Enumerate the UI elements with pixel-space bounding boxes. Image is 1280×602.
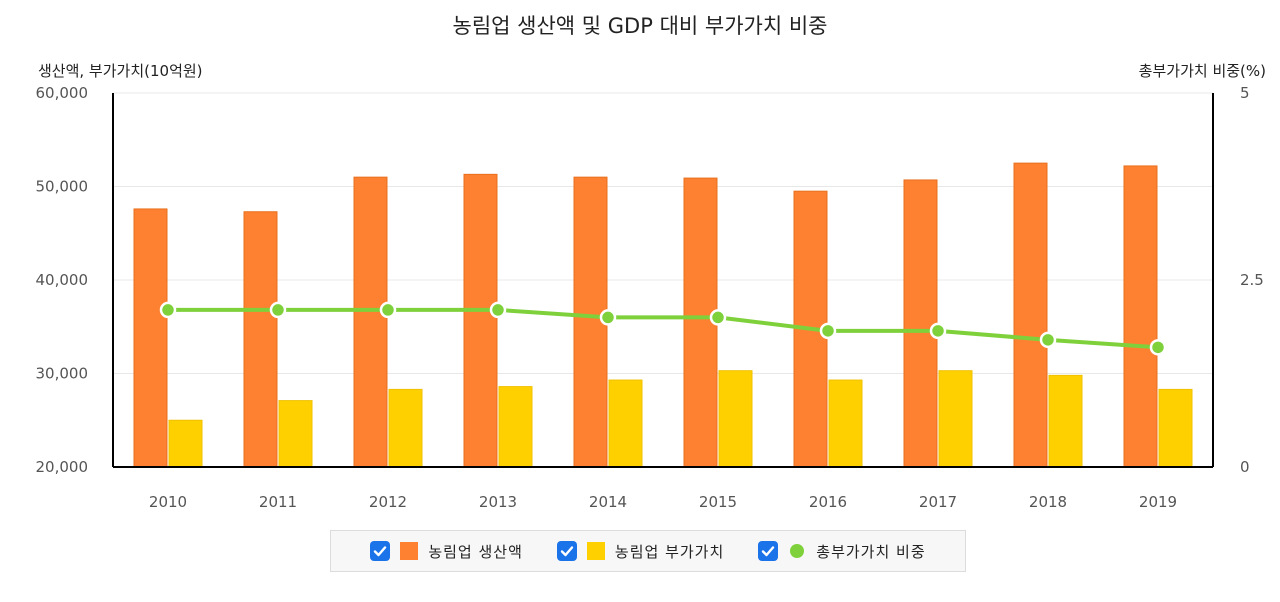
legend-label: 총부가가치 비중: [816, 542, 926, 561]
point-share: [819, 322, 837, 340]
y-left-tick-label: 20,000: [36, 458, 89, 476]
y-left-tick-label: 40,000: [36, 271, 89, 289]
x-tick-label: 2010: [149, 493, 187, 511]
point-share: [1149, 339, 1167, 356]
bar-production: [1013, 162, 1048, 468]
legend-label: 농림업 생산액: [428, 542, 523, 561]
point-share: [269, 301, 287, 319]
y-right-tick-label: 2.5: [1240, 271, 1264, 289]
x-tick-label: 2011: [259, 493, 297, 511]
bar-production: [463, 173, 498, 468]
line-share: [168, 307, 1159, 350]
y-left-tick-label: 50,000: [36, 178, 89, 196]
point-share: [379, 301, 397, 319]
point-share: [489, 301, 507, 319]
point-share: [929, 322, 947, 340]
bar-value-added: [938, 370, 973, 468]
legend-swatch-production: [400, 542, 419, 560]
bar-production: [1123, 165, 1158, 468]
bar-value-added: [608, 379, 643, 468]
bar-value-added: [828, 379, 863, 468]
bar-value-added: [1158, 388, 1193, 468]
legend-item-share[interactable]: 총부가가치 비중: [758, 541, 925, 562]
y-axis-left-title: 생산액, 부가가치(10억원): [38, 62, 203, 80]
y-left-tick-label: 30,000: [36, 365, 89, 383]
bar-value-added: [388, 388, 423, 468]
point-share: [1039, 331, 1057, 349]
y-right-tick-label: 0: [1240, 458, 1250, 476]
bar-series: [133, 162, 1193, 468]
chart-plot-area: 20,000 30,000 40,000 50,000 60,000 0 2.5 5 2010 2…: [36, 84, 1264, 511]
bar-production: [133, 208, 168, 468]
point-share: [709, 309, 727, 326]
x-tick-label: 2017: [919, 493, 957, 511]
bar-production: [243, 211, 278, 468]
y-right-tick-label: 5: [1240, 84, 1250, 102]
line-series: [159, 301, 1167, 356]
point-share: [599, 309, 617, 326]
legend: 농림업 생산액 농림업 부가가치 총부가가치 비중: [330, 530, 966, 572]
point-share: [159, 301, 177, 319]
x-tick-label: 2016: [809, 493, 847, 511]
legend-label: 농림업 부가가치: [614, 542, 725, 561]
bar-production: [903, 179, 938, 468]
bar-value-added: [1048, 374, 1083, 468]
legend-item-value-added[interactable]: 농림업 부가가치: [556, 541, 725, 562]
bar-value-added: [718, 370, 753, 468]
x-tick-label: 2013: [479, 493, 517, 511]
tick-labels: 20,000 30,000 40,000 50,000 60,000 0 2.5 5 2010 2…: [36, 84, 1264, 511]
x-tick-label: 2012: [369, 493, 407, 511]
legend-swatch-value-added: [586, 542, 605, 560]
gridlines: [113, 92, 1213, 374]
bar-production: [353, 176, 388, 468]
legend-marker-share: [790, 544, 805, 558]
checkmark-icon[interactable]: [758, 541, 779, 561]
chart-title: 농림업 생산액 및 GDP 대비 부가가치 비중: [452, 14, 828, 38]
checkmark-icon[interactable]: [370, 541, 391, 561]
x-tick-label: 2015: [699, 493, 737, 511]
y-left-tick-label: 60,000: [36, 84, 89, 102]
x-tick-label: 2019: [1139, 493, 1177, 511]
axes: [112, 93, 1214, 468]
bar-value-added: [278, 400, 313, 468]
y-axis-right-title: 총부가가치 비중(%): [1138, 62, 1266, 80]
x-tick-label: 2018: [1029, 493, 1067, 511]
bar-value-added: [168, 419, 203, 468]
bar-value-added: [498, 386, 533, 468]
x-tick-label: 2014: [589, 493, 627, 511]
legend-item-production[interactable]: 농림업 생산액: [370, 541, 523, 562]
checkmark-icon[interactable]: [556, 541, 577, 561]
